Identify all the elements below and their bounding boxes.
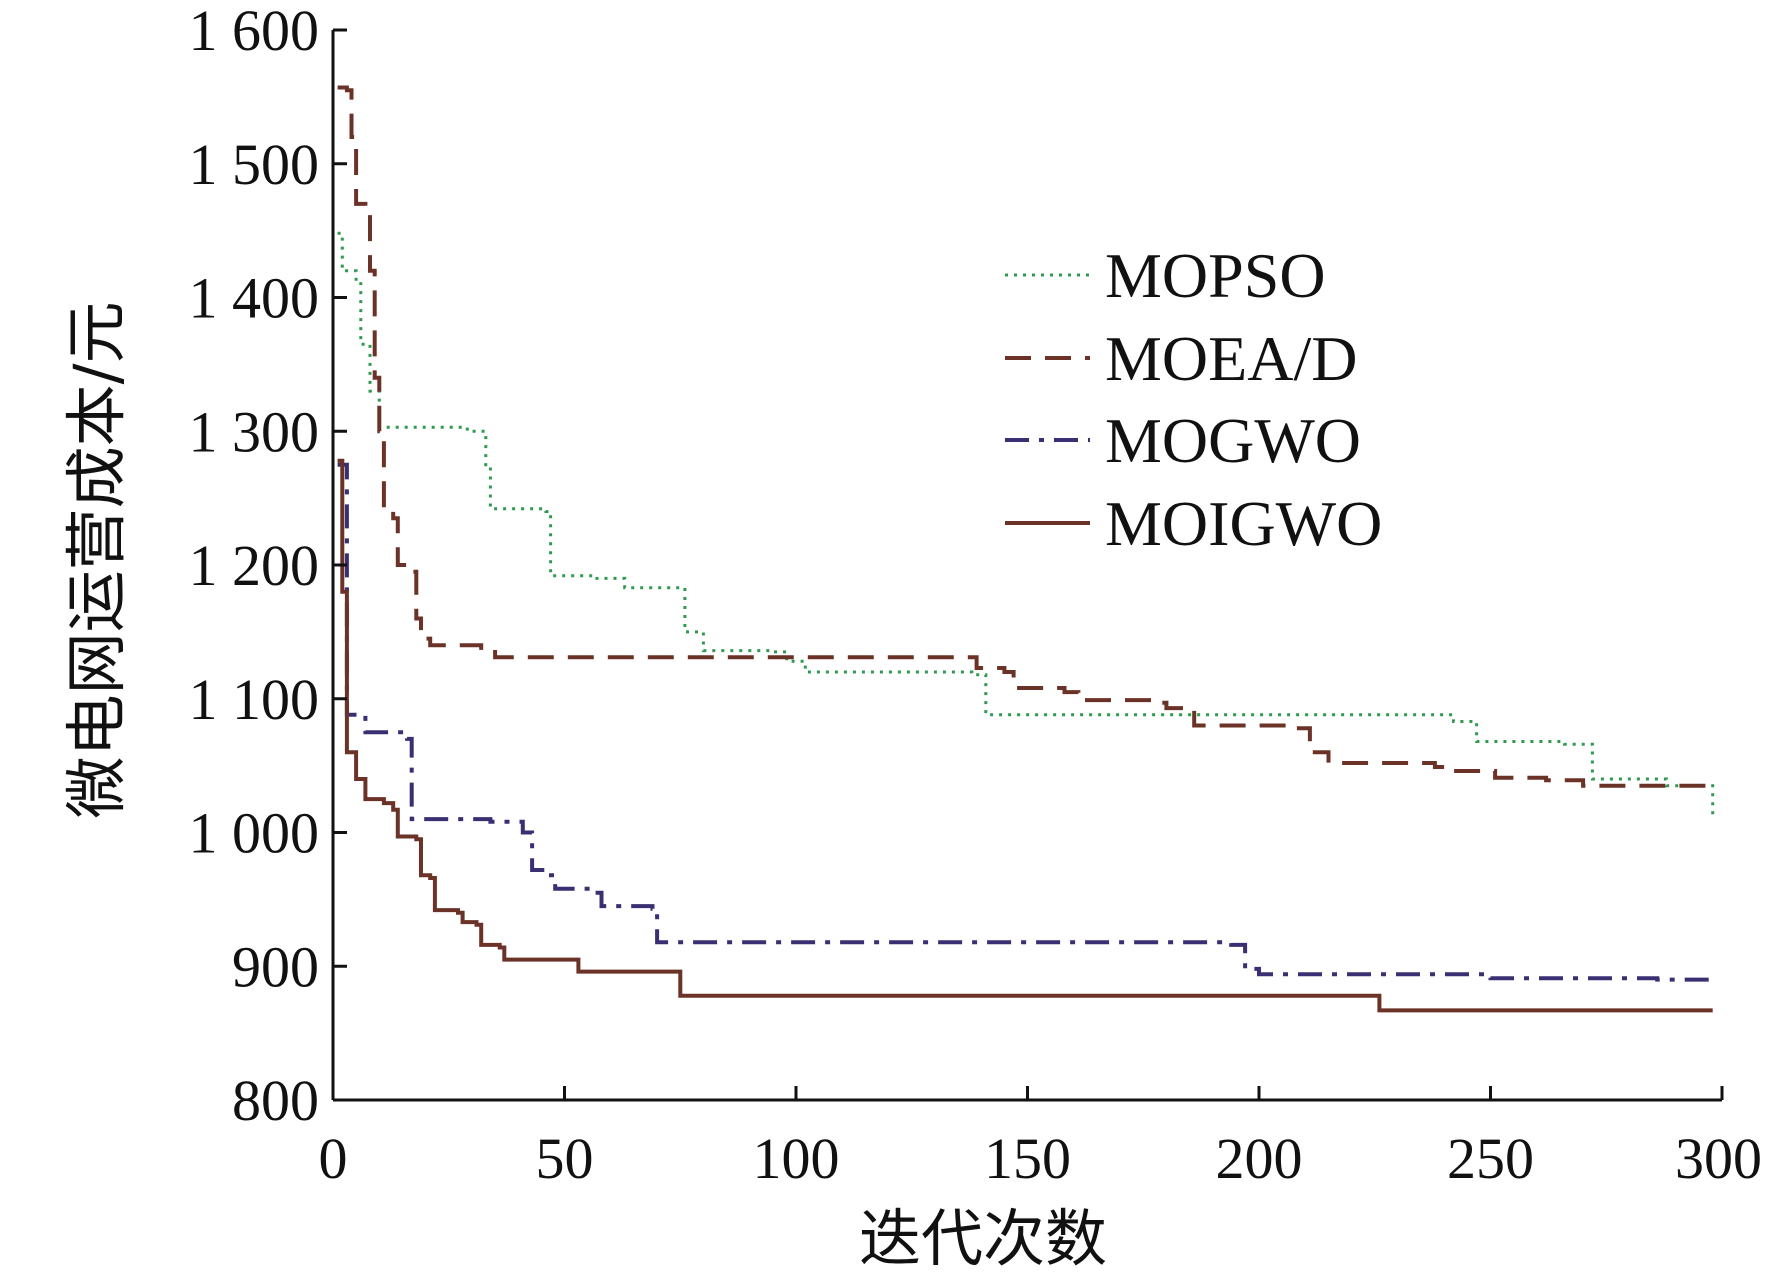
series-line-moigwo — [337, 458, 1713, 1013]
x-axis-title: 迭代次数 — [859, 1202, 1107, 1275]
x-tick-label: 300 — [1675, 1126, 1762, 1191]
x-tick-label: 50 — [536, 1126, 594, 1191]
y-tick-label: 900 — [232, 934, 319, 999]
y-tick-label: 1 400 — [189, 266, 320, 331]
axes — [331, 30, 1722, 1102]
x-tick-label: 250 — [1447, 1126, 1534, 1191]
x-tick-label: 100 — [753, 1126, 840, 1191]
y-axis-title: 微电网运营成本/元 — [60, 302, 133, 819]
legend-label: MOGWO — [1105, 405, 1361, 476]
y-tick-label: 1 500 — [189, 132, 320, 197]
ticks: 800 900 1 000 1 100 1 200 1 300 1 400 1 500 1 60… — [189, 0, 1763, 1191]
legend-label: MOPSO — [1105, 240, 1326, 311]
series-layer — [337, 85, 1715, 1013]
series-line-moea-d — [337, 85, 1713, 788]
x-tick-label: 150 — [984, 1126, 1071, 1191]
legend-label: MOIGWO — [1105, 488, 1382, 559]
y-tick-label: 1 100 — [189, 667, 320, 732]
series-line-mogwo — [337, 462, 1715, 983]
y-tick-label: 1 200 — [189, 533, 320, 598]
x-tick-label: 200 — [1216, 1126, 1303, 1191]
legend: MOPSO MOEA/D MOGWO MOIGWO — [1005, 240, 1382, 559]
y-tick-label: 1 300 — [189, 399, 320, 464]
y-tick-label: 1 600 — [189, 0, 320, 63]
x-tick-label: 0 — [319, 1126, 348, 1191]
y-tick-label: 800 — [232, 1068, 319, 1133]
legend-label: MOEA/D — [1105, 323, 1357, 394]
y-tick-label: 1 000 — [189, 801, 320, 866]
